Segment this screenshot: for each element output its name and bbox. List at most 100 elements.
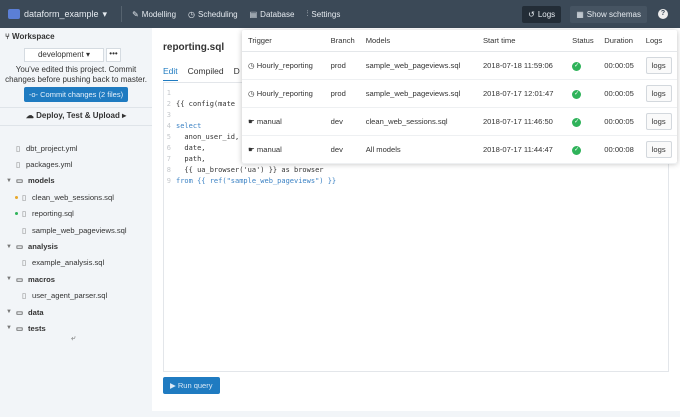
start-cell: 2018-07-18 11:59:06: [476, 51, 567, 80]
workspace-label: Workspace: [12, 32, 55, 41]
tab-other[interactable]: D: [233, 66, 240, 76]
code-line: 6 date,: [164, 144, 668, 155]
nav-database[interactable]: ▤ Database: [250, 10, 295, 19]
tree-label: macros: [28, 274, 56, 284]
code-line: 3: [164, 111, 668, 122]
commit-button[interactable]: -o- Commit changes (2 files): [24, 87, 128, 102]
caret-right-icon: ▸: [119, 111, 127, 120]
nav-settings[interactable]: ⫶ Settings: [306, 9, 340, 19]
line-number: 2: [166, 100, 171, 108]
code-line: 2 {{ config(mate: [164, 100, 668, 111]
line-number: 9: [166, 177, 171, 185]
show-schemas-button[interactable]: ▦ Show schemas: [570, 5, 647, 23]
success-check-icon: ✓: [572, 117, 582, 127]
tree-file[interactable]: ▯ example_analysis.sql: [0, 255, 152, 271]
success-check-icon: ✓: [572, 145, 582, 155]
tree-file[interactable]: ▯ sample_web_pageviews.sql: [0, 222, 152, 238]
tree-folder[interactable]: ▼ ▭ analysis: [0, 238, 152, 254]
view-logs-button[interactable]: logs: [645, 112, 672, 130]
nav-modelling[interactable]: ✎ Modelling: [132, 10, 176, 19]
line-number: 3: [166, 111, 171, 119]
view-logs-button[interactable]: logs: [645, 140, 672, 158]
tree-file[interactable]: ▯ user_agent_parser.sql: [0, 288, 152, 304]
view-logs-button[interactable]: logs: [645, 56, 672, 74]
line-number: 4: [166, 122, 171, 130]
caret-down-icon: ▼: [6, 325, 12, 332]
show-schemas-label: Show schemas: [586, 9, 641, 19]
tree-folder[interactable]: ▼ ▭ models: [0, 173, 152, 189]
tree-label: tests: [28, 323, 46, 333]
code-text: {{ config(mate: [176, 100, 236, 108]
tab-edit[interactable]: Edit: [163, 66, 178, 81]
trigger: manual: [256, 144, 282, 154]
folder-icon: ▭: [16, 242, 24, 252]
divider: [0, 125, 152, 126]
logs-cell: logs: [639, 135, 677, 164]
tree-file[interactable]: ▯ packages.yml: [0, 156, 152, 172]
view-logs-button[interactable]: logs: [645, 84, 672, 102]
tab-compiled[interactable]: Compiled: [187, 66, 224, 76]
tree-folder[interactable]: ▼ ▭ macros: [0, 271, 152, 287]
code-line: 1: [164, 89, 668, 100]
nav-label: Scheduling: [198, 9, 238, 19]
code-line: 8 {{ ua_browser('ua') }} as browser: [164, 166, 668, 177]
code-line: 4 select: [164, 122, 668, 133]
tree-label: data: [28, 307, 44, 317]
deploy-button[interactable]: ☁ Deploy, Test & Upload ▸: [0, 111, 152, 120]
start-cell: 2018-07-17 12:01:47: [476, 79, 567, 108]
line-number: 7: [166, 155, 171, 163]
column-header: Duration: [598, 30, 640, 52]
tree-label: example_analysis.sql: [32, 258, 105, 268]
success-check-icon: ✓: [572, 61, 582, 71]
line-number: 5: [166, 133, 171, 141]
branch-value: development: [37, 50, 84, 59]
nav-label: Settings: [311, 9, 341, 19]
file-icon: ▯: [22, 291, 27, 301]
commit-label: Commit changes (2 files): [40, 90, 124, 99]
logs-button[interactable]: ↺ Logs: [522, 5, 562, 23]
duration-cell: 00:00:05: [598, 107, 640, 136]
deploy-label: Deploy, Test & Upload: [36, 111, 120, 120]
folder-icon: ▭: [16, 307, 24, 317]
duration-cell: 00:00:05: [598, 51, 640, 80]
editor-tabs: Edit Compiled D: [163, 66, 240, 81]
code-line: 9 from {{ ref("sample_web_pageviews") }}: [164, 177, 668, 188]
start-cell: 2018-07-17 11:46:50: [476, 107, 567, 136]
table-row: ☛ manual dev clean_web_sessions.sql 2018-07…: [242, 107, 677, 136]
tree-file[interactable]: ▯ reporting.sql: [0, 206, 152, 222]
tree-folder[interactable]: ▼ ▭ data: [0, 304, 152, 320]
run-query-button[interactable]: ▶ Run query: [163, 377, 220, 394]
status-dot: [15, 195, 18, 199]
trigger: Hourly_reporting: [256, 88, 313, 98]
status-cell: ✓: [566, 79, 599, 108]
trigger-cell: ◷ Hourly_reporting: [242, 51, 325, 80]
hand-pointer-icon: ☛: [248, 144, 257, 154]
commit-message: You've edited this project. Commit chang…: [5, 65, 147, 84]
tree-file[interactable]: ▯ clean_web_sessions.sql: [0, 189, 152, 205]
nav-scheduling[interactable]: ◷ Scheduling: [188, 10, 238, 19]
success-check-icon: ✓: [572, 89, 582, 99]
status-cell: ✓: [566, 107, 599, 136]
line-number: 6: [166, 144, 171, 152]
branch-select[interactable]: development ▾: [24, 48, 104, 62]
caret-down-icon: ▼: [6, 177, 12, 184]
file-icon: ▯: [22, 258, 27, 268]
database-icon: ▤: [249, 9, 258, 19]
logs-cell: logs: [639, 107, 677, 136]
code-text: anon_user_id,: [176, 133, 240, 141]
trigger: manual: [256, 116, 282, 126]
project-name: dataform_example: [24, 9, 99, 19]
project-selector[interactable]: dataform_example ▾: [8, 9, 107, 20]
tree-folder[interactable]: ▼ ▭ tests: [0, 320, 152, 336]
code-text: {{ ua_browser('ua') }} as browser: [176, 166, 324, 174]
tree-file[interactable]: ▯ dbt_project.yml: [0, 140, 152, 156]
status-cell: ✓: [566, 51, 599, 80]
logs-popup: Trigger Branch Models Start time Status Durat…: [242, 30, 677, 164]
help-icon[interactable]: ?: [658, 9, 668, 19]
file-icon: ▯: [22, 209, 27, 219]
more-button[interactable]: •••: [106, 48, 121, 62]
collapse-icon[interactable]: ⤶: [71, 333, 76, 342]
code-text: from {{ ref("sample_web_pageviews") }}: [176, 177, 337, 185]
tree-label: reporting.sql: [32, 209, 74, 219]
column-header: Logs: [639, 30, 677, 52]
